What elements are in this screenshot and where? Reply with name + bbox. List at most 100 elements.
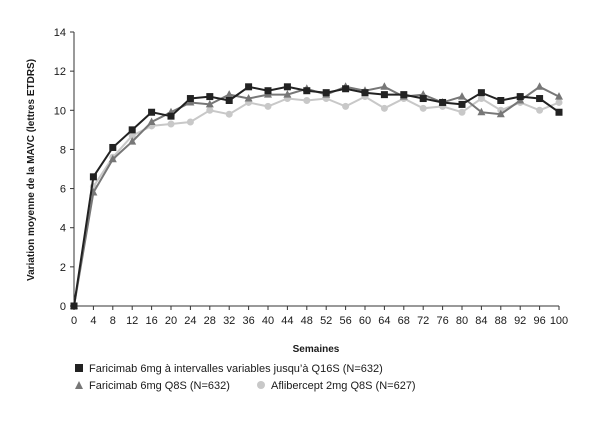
data-point-circle	[342, 102, 350, 110]
data-point-triangle	[555, 92, 563, 100]
data-point-square	[148, 108, 156, 116]
x-tick-label: 96	[533, 315, 545, 327]
data-point-square	[477, 89, 485, 97]
x-tick-label: 32	[223, 315, 235, 327]
y-axis-title: Variation moyenne de la MAVC (lettres ET…	[26, 59, 37, 281]
data-point-triangle	[108, 154, 117, 163]
data-point-square	[342, 85, 350, 93]
x-tick-label: 28	[204, 315, 216, 327]
x-tick-label: 16	[145, 315, 157, 327]
x-tick-label: 48	[301, 315, 313, 327]
legend-circle-marker	[257, 381, 265, 389]
y-tick-label: 14	[54, 27, 66, 39]
data-point-triangle	[477, 107, 486, 116]
y-tick-label: 12	[54, 66, 66, 78]
data-point-triangle	[380, 82, 389, 90]
data-point-square	[283, 83, 291, 91]
data-point-triangle	[496, 109, 505, 118]
x-tick-label: 24	[184, 315, 196, 327]
x-tick-label: 88	[495, 315, 507, 327]
x-tick-label: 60	[359, 315, 371, 327]
data-point-square	[361, 89, 369, 97]
x-tick-label: 76	[436, 315, 448, 327]
data-point-circle	[536, 106, 544, 114]
data-point-circle	[477, 95, 485, 103]
data-point-triangle	[225, 90, 234, 98]
data-point-square	[400, 91, 408, 99]
data-point-square	[439, 98, 447, 106]
y-tick-label: 6	[60, 184, 66, 196]
data-point-square	[380, 91, 388, 99]
data-point-square	[70, 302, 78, 310]
data-point-square	[225, 97, 233, 104]
data-point-square	[206, 93, 214, 101]
data-point-circle	[264, 102, 272, 110]
data-point-square	[322, 89, 330, 97]
legend-entry-aflibercept: Aflibercept 2mg Q8S (N=627)	[257, 380, 416, 392]
x-tick-label: 12	[126, 315, 138, 327]
legend-triangle-marker	[75, 381, 83, 389]
x-tick-label: 56	[339, 315, 351, 327]
x-tick-label: 80	[456, 315, 468, 327]
series-layer	[70, 82, 563, 310]
data-point-square	[186, 95, 194, 103]
data-point-triangle	[283, 90, 292, 98]
x-tick-label: 8	[110, 315, 116, 327]
data-point-square	[128, 126, 136, 134]
data-point-triangle	[458, 92, 466, 100]
x-tick-label: 20	[165, 315, 177, 327]
y-tick-label: 4	[60, 223, 66, 235]
data-point-circle	[128, 132, 136, 140]
series-line	[73, 85, 560, 307]
y-tick-label: 8	[60, 144, 66, 156]
data-point-square	[536, 95, 544, 103]
data-point-square	[497, 97, 505, 104]
data-point-circle	[167, 120, 175, 128]
x-axis-title: Semaines	[293, 344, 340, 355]
data-point-circle	[186, 118, 194, 126]
data-point-circle	[303, 97, 311, 104]
legend-label-faricimab-variable: Faricimab 6mg à intervalles variables ju…	[89, 363, 383, 375]
data-point-square	[555, 108, 563, 116]
data-point-triangle	[147, 117, 156, 126]
legend-label-aflibercept: Aflibercept 2mg Q8S (N=627)	[271, 380, 416, 392]
series-circle	[70, 93, 563, 310]
data-point-circle	[458, 108, 466, 116]
data-point-circle	[206, 106, 214, 114]
x-tick-label: 44	[281, 315, 293, 327]
data-point-circle	[555, 98, 563, 106]
data-point-triangle	[244, 94, 253, 102]
y-tick-label: 2	[60, 262, 66, 274]
data-point-square	[419, 95, 427, 103]
data-point-square	[264, 87, 272, 95]
data-point-square	[458, 100, 466, 108]
x-tick-label: 64	[378, 315, 390, 327]
axes	[73, 32, 559, 307]
legend-entry-faricimab-variable: Faricimab 6mg à intervalles variables ju…	[75, 363, 383, 375]
legend-square-marker	[75, 364, 83, 372]
x-tick-label: 52	[320, 315, 332, 327]
data-point-square	[303, 87, 311, 95]
x-tick-label: 0	[71, 315, 77, 327]
data-point-square	[245, 83, 253, 91]
series-line	[73, 85, 560, 307]
x-tick-label: 40	[262, 315, 274, 327]
x-tick-label: 100	[550, 315, 568, 327]
legend: Faricimab 6mg à intervalles variables ju…	[75, 363, 416, 392]
x-tick-label: 72	[417, 315, 429, 327]
data-point-square	[89, 173, 97, 181]
x-tick-label: 36	[242, 315, 254, 327]
legend-entry-faricimab-q8s: Faricimab 6mg Q8S (N=632)	[75, 380, 230, 392]
data-point-square	[516, 93, 524, 101]
data-point-triangle	[205, 99, 214, 108]
series-triangle	[70, 82, 563, 309]
y-tick-label: 0	[60, 301, 66, 313]
x-tick-label: 4	[90, 315, 96, 327]
x-tick-label: 92	[514, 315, 526, 327]
data-point-circle	[225, 110, 233, 118]
legend-label-faricimab-q8s: Faricimab 6mg Q8S (N=632)	[89, 380, 230, 392]
data-point-triangle	[535, 82, 544, 90]
x-tick-label: 68	[398, 315, 410, 327]
